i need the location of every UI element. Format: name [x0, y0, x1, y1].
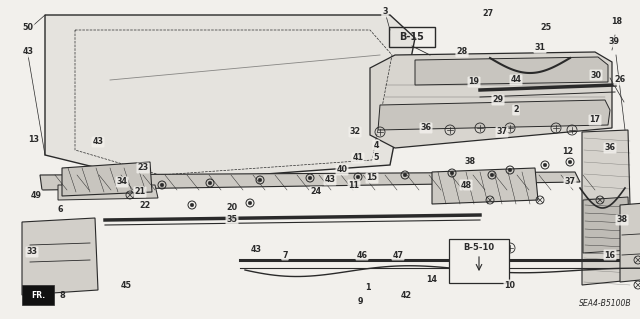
Text: SEA4-B5100B: SEA4-B5100B: [579, 299, 632, 308]
Text: 5: 5: [373, 153, 379, 162]
Circle shape: [490, 173, 494, 177]
Text: 6: 6: [57, 205, 63, 214]
Text: 4: 4: [373, 140, 379, 150]
Text: 30: 30: [591, 70, 602, 79]
Text: 16: 16: [605, 250, 616, 259]
Text: 34: 34: [116, 177, 127, 187]
Text: 49: 49: [31, 190, 42, 199]
Polygon shape: [583, 197, 630, 253]
Text: 3: 3: [382, 8, 388, 17]
Text: 31: 31: [534, 43, 545, 53]
Text: 50: 50: [22, 24, 33, 33]
Circle shape: [190, 203, 194, 207]
Polygon shape: [620, 202, 640, 282]
Polygon shape: [415, 57, 608, 85]
Circle shape: [248, 201, 252, 205]
Text: 33: 33: [26, 248, 38, 256]
Circle shape: [543, 163, 547, 167]
Text: 20: 20: [227, 204, 237, 212]
Text: 29: 29: [492, 95, 504, 105]
Text: 43: 43: [93, 137, 104, 146]
Text: 11: 11: [349, 181, 360, 189]
Polygon shape: [582, 130, 632, 285]
Text: 36: 36: [420, 123, 431, 132]
Text: 9: 9: [357, 298, 363, 307]
Polygon shape: [45, 15, 415, 182]
Text: 27: 27: [483, 10, 493, 19]
Text: 7: 7: [282, 250, 288, 259]
Text: 41: 41: [353, 153, 364, 162]
Circle shape: [208, 181, 212, 185]
Text: 13: 13: [29, 136, 40, 145]
Text: 43: 43: [324, 175, 335, 184]
Text: 37: 37: [564, 177, 575, 187]
Circle shape: [308, 176, 312, 180]
Text: 48: 48: [460, 181, 472, 189]
Text: 15: 15: [367, 174, 378, 182]
Text: 24: 24: [310, 188, 321, 197]
Text: 32: 32: [349, 128, 360, 137]
Text: 28: 28: [456, 48, 468, 56]
Text: 42: 42: [401, 292, 412, 300]
Text: 37: 37: [497, 128, 508, 137]
Text: 25: 25: [540, 24, 552, 33]
Text: 43: 43: [250, 246, 262, 255]
Text: 18: 18: [611, 18, 623, 26]
Circle shape: [160, 183, 164, 187]
Text: 10: 10: [504, 280, 515, 290]
Text: 39: 39: [609, 38, 620, 47]
Polygon shape: [58, 185, 158, 200]
Polygon shape: [40, 172, 580, 190]
Text: 38: 38: [465, 158, 476, 167]
Circle shape: [356, 175, 360, 179]
Polygon shape: [62, 162, 152, 196]
Text: 43: 43: [22, 48, 33, 56]
Circle shape: [258, 178, 262, 182]
Text: 1: 1: [365, 284, 371, 293]
Bar: [22, 285, 54, 305]
Circle shape: [450, 171, 454, 175]
Text: 19: 19: [468, 78, 479, 86]
Text: 36: 36: [605, 144, 616, 152]
FancyBboxPatch shape: [449, 239, 509, 283]
Text: 12: 12: [563, 147, 573, 157]
Circle shape: [403, 173, 407, 177]
Text: 38: 38: [616, 216, 628, 225]
Text: 23: 23: [138, 164, 148, 173]
Text: 44: 44: [511, 76, 522, 85]
Text: B-15: B-15: [399, 32, 424, 42]
Text: 40: 40: [337, 166, 348, 174]
Text: 8: 8: [60, 291, 66, 300]
Circle shape: [508, 168, 512, 172]
Circle shape: [568, 160, 572, 164]
Text: 45: 45: [120, 280, 131, 290]
Text: 14: 14: [426, 276, 438, 285]
Text: B-5-10: B-5-10: [463, 243, 495, 253]
Polygon shape: [22, 218, 98, 295]
Text: 46: 46: [356, 250, 367, 259]
Text: 2: 2: [513, 106, 519, 115]
Text: 47: 47: [392, 250, 403, 259]
Text: 21: 21: [134, 188, 145, 197]
Text: 17: 17: [589, 115, 600, 124]
Text: 22: 22: [140, 201, 150, 210]
Polygon shape: [432, 168, 538, 204]
Text: 26: 26: [614, 76, 625, 85]
Text: 35: 35: [227, 216, 237, 225]
Polygon shape: [370, 52, 612, 148]
Polygon shape: [378, 100, 610, 130]
Text: FR.: FR.: [31, 291, 45, 300]
